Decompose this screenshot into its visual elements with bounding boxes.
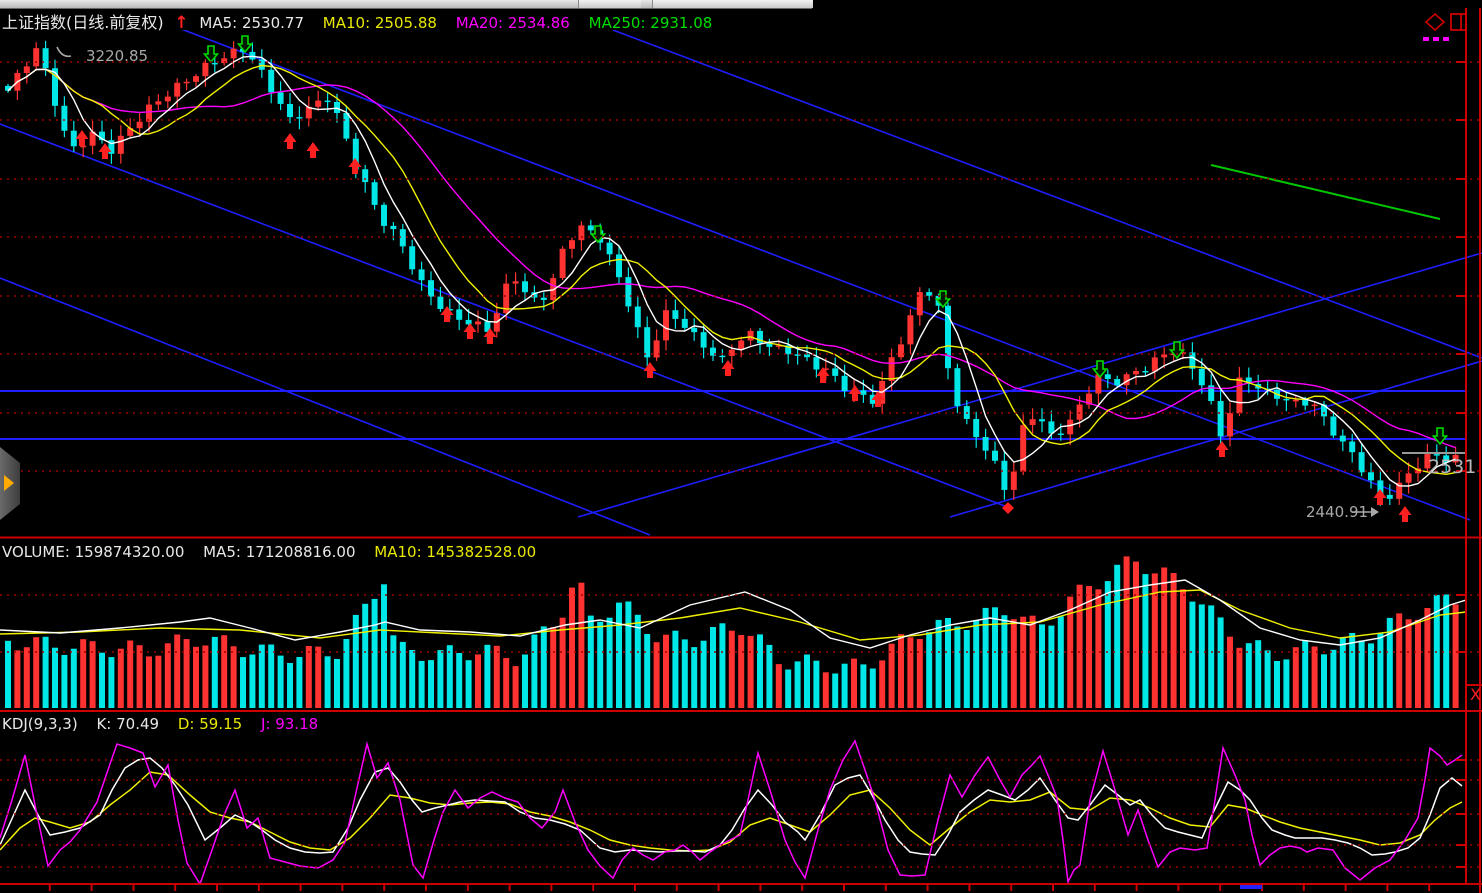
buy-arrow-icon <box>1398 506 1412 522</box>
buy-arrow-icon <box>440 306 454 322</box>
buy-arrow-icon <box>871 391 885 407</box>
ma10-value: MA10: 2505.88 <box>322 14 437 32</box>
kdj-d-value: D: 59.15 <box>177 715 243 733</box>
sell-arrow-icon <box>1431 427 1449 446</box>
expand-arrow-icon <box>4 475 14 491</box>
toolbar-icons <box>1418 12 1474 44</box>
buy-arrow-icon <box>1215 441 1229 457</box>
ma250-value: MA250: 2931.08 <box>588 14 713 32</box>
volume-bars <box>5 556 1459 708</box>
signal-markers <box>75 35 1449 522</box>
kdj-name: KDJ(9,3,3) <box>2 715 78 733</box>
buy-arrow-icon <box>348 158 362 174</box>
timeline-position-marker <box>1240 885 1262 889</box>
ma5-value: MA5: 2530.77 <box>199 14 304 32</box>
buy-arrow-icon <box>483 328 497 344</box>
sell-arrow-icon <box>1091 360 1109 379</box>
window-top-strip <box>0 0 813 9</box>
buy-arrow-icon <box>75 130 89 146</box>
high-price-label: 3220.85 <box>86 47 149 65</box>
expand-panel-button[interactable] <box>0 447 20 520</box>
buy-arrow-icon <box>306 142 320 158</box>
buy-arrow-icon <box>643 362 657 378</box>
sell-arrow-icon <box>236 35 254 54</box>
volume-ma5-value: MA5: 171208816.00 <box>203 543 356 561</box>
ma20-value: MA20: 2534.86 <box>455 14 570 32</box>
main-chart-pane[interactable] <box>0 0 1482 536</box>
top-strip-segment <box>652 0 813 8</box>
sell-arrow-icon <box>202 45 220 64</box>
kdj-j-value: J: 93.18 <box>260 715 319 733</box>
volume-pane[interactable] <box>0 556 1466 708</box>
diamond-icon[interactable] <box>1424 12 1446 32</box>
buy-arrow-icon <box>463 323 477 339</box>
buy-arrow-icon <box>98 143 112 159</box>
buy-arrow-icon <box>721 360 735 376</box>
top-strip-segment <box>578 0 641 8</box>
ma250-line <box>1210 164 1441 220</box>
buy-arrow-icon <box>283 133 297 149</box>
more-dots-icon[interactable] <box>1423 37 1449 41</box>
up-arrow-icon: ↑ <box>174 13 189 33</box>
main-chart-header: 上证指数(日线.前复权) ↑ MA5: 2530.77 MA10: 2505.8… <box>2 9 726 33</box>
volume-ma10-value: MA10: 145382528.00 <box>374 543 537 561</box>
buy-arrow-icon <box>1373 489 1387 505</box>
volume-header: VOLUME: 159874320.00 MA5: 171208816.00 M… <box>2 543 550 561</box>
symbol-title: 上证指数(日线.前复权) <box>2 13 164 32</box>
low-diamond-icon <box>1002 502 1014 514</box>
chart-frame <box>0 8 1482 893</box>
low-price-label: 2440.91 <box>1306 503 1369 521</box>
last-price-label: 2531 <box>1428 456 1477 478</box>
close-indicator-button[interactable]: X <box>1470 685 1481 704</box>
sell-arrow-icon <box>934 290 952 309</box>
kdj-header: KDJ(9,3,3) K: 70.49 D: 59.15 J: 93.18 <box>2 715 332 733</box>
kdj-k-value: K: 70.49 <box>96 715 160 733</box>
buy-arrow-icon <box>848 385 862 401</box>
volume-value: VOLUME: 159874320.00 <box>2 543 185 561</box>
price-annotations <box>56 46 1466 517</box>
sell-arrow-icon <box>1168 341 1186 360</box>
candlestick-series <box>5 40 1459 506</box>
buy-arrow-icon <box>816 367 830 383</box>
split-window-icon[interactable] <box>1450 13 1467 31</box>
sell-arrow-icon <box>589 225 607 244</box>
